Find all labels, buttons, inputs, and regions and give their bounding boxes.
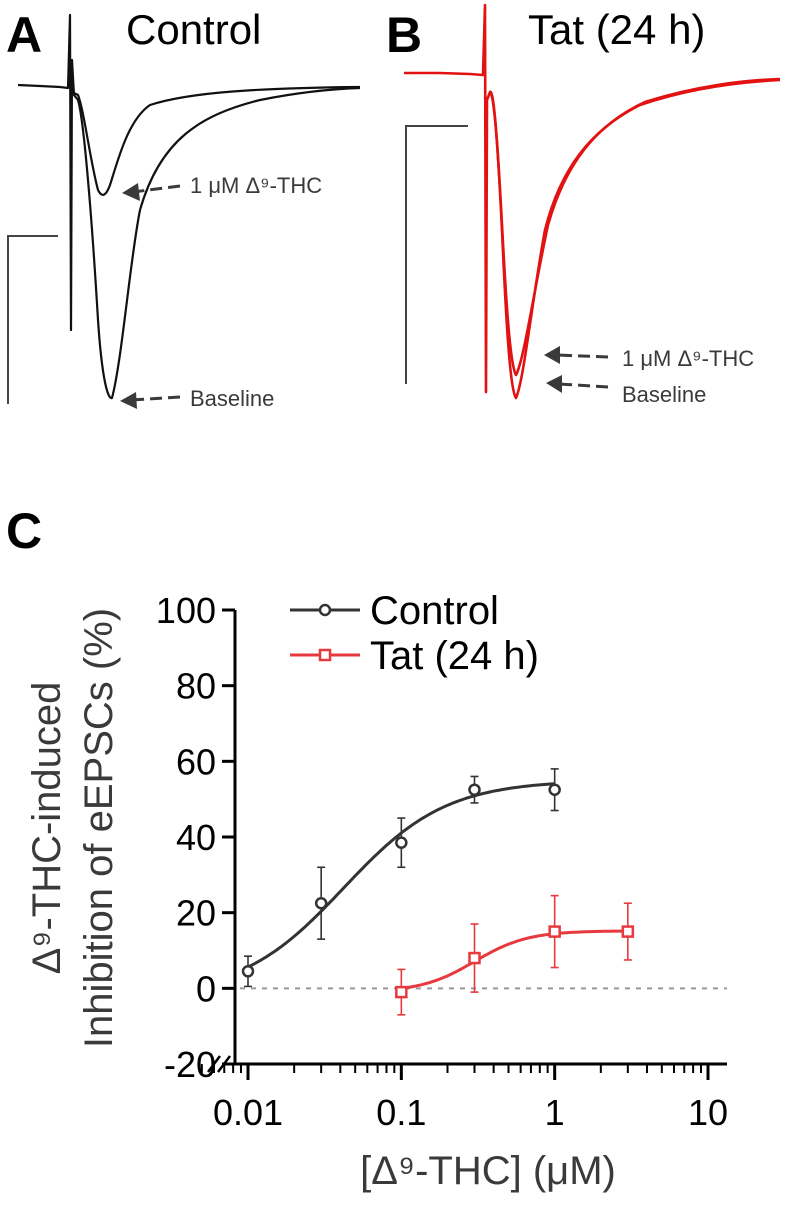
panel-a-scale-bar bbox=[7, 235, 58, 404]
data-point bbox=[241, 965, 255, 978]
panel-a-trace-thc bbox=[71, 85, 361, 196]
panel-b-trace-thc bbox=[488, 77, 781, 377]
legend-marker-control bbox=[318, 603, 332, 617]
panel-a-label-thc: 1 μM Δ⁹-THC bbox=[190, 173, 322, 198]
fit-curve-1 bbox=[401, 929, 628, 990]
plot-series bbox=[241, 768, 635, 1016]
data-point bbox=[468, 951, 481, 965]
data-point bbox=[314, 896, 328, 910]
panel-b-letter: B bbox=[386, 7, 422, 63]
panel-c: C Δ⁹-THC-induced Inhibition of eEPSCs (%… bbox=[6, 503, 728, 1193]
panel-a-arrowhead-baseline bbox=[120, 392, 137, 409]
panel-b-arrowhead-baseline bbox=[546, 375, 562, 393]
y-tick-label: -20 bbox=[164, 1044, 216, 1085]
panel-a-trace-baseline bbox=[17, 13, 361, 400]
panel-a-arrow-thc bbox=[132, 184, 181, 194]
panel-c-letter: C bbox=[6, 503, 42, 559]
legend-label-tat: Tat (24 h) bbox=[370, 634, 539, 678]
panel-a-arrowhead-thc bbox=[122, 183, 140, 201]
y-axis-label-line1: Δ⁹-THC-induced bbox=[25, 682, 69, 975]
panel-b-arrow-baseline bbox=[558, 382, 609, 389]
panel-a-arrow-baseline bbox=[130, 395, 181, 402]
panel-a: A Control 1 μM Δ⁹-THC Baseline bbox=[6, 6, 361, 411]
data-point bbox=[395, 836, 408, 849]
panel-b-arrow-thc bbox=[556, 353, 609, 359]
x-ticks: 0.01 0.1 1 10 bbox=[200, 1064, 728, 1133]
y-tick-label: 100 bbox=[156, 590, 216, 631]
legend-label-control: Control bbox=[370, 589, 499, 633]
panel-b-label-baseline: Baseline bbox=[622, 382, 706, 407]
x-tick-label: 0.1 bbox=[376, 1092, 426, 1133]
x-tick-label: 1 bbox=[545, 1092, 565, 1133]
data-point bbox=[621, 925, 635, 938]
data-point bbox=[468, 783, 481, 796]
data-point bbox=[548, 783, 561, 796]
panel-b-title: Tat (24 h) bbox=[528, 6, 705, 53]
data-point bbox=[548, 925, 561, 938]
y-tick-label: 40 bbox=[176, 817, 216, 858]
y-tick-label: 80 bbox=[176, 666, 216, 707]
panel-a-label-baseline: Baseline bbox=[190, 386, 274, 411]
x-axis-label: [Δ⁹-THC] (μM) bbox=[360, 1149, 616, 1193]
y-tick-label: 0 bbox=[196, 968, 216, 1009]
panel-a-letter: A bbox=[6, 7, 42, 63]
x-tick-label: 0.01 bbox=[213, 1092, 283, 1133]
legend: Control Tat (24 h) bbox=[290, 589, 539, 678]
panel-b-scale-bar bbox=[405, 125, 468, 384]
panel-a-title: Control bbox=[126, 6, 261, 53]
panel-b-label-thc: 1 μM Δ⁹-THC bbox=[622, 346, 754, 371]
panel-b-trace-baseline bbox=[404, 3, 781, 400]
y-axis-label-line2: Inhibition of eEPSCs (%) bbox=[77, 608, 121, 1048]
x-tick-label: 10 bbox=[688, 1092, 728, 1133]
legend-marker-tat bbox=[318, 648, 332, 662]
y-ticks: -20 0 20 40 60 80 100 bbox=[156, 590, 235, 1085]
fit-curve-0 bbox=[247, 782, 555, 969]
y-tick-label: 20 bbox=[176, 893, 216, 934]
panel-b-arrowhead-thc bbox=[544, 346, 560, 364]
y-tick-label: 60 bbox=[176, 741, 216, 782]
data-point bbox=[395, 985, 408, 999]
panel-b: B Tat (24 h) 1 μM Δ⁹-THC Baseline bbox=[386, 3, 781, 407]
